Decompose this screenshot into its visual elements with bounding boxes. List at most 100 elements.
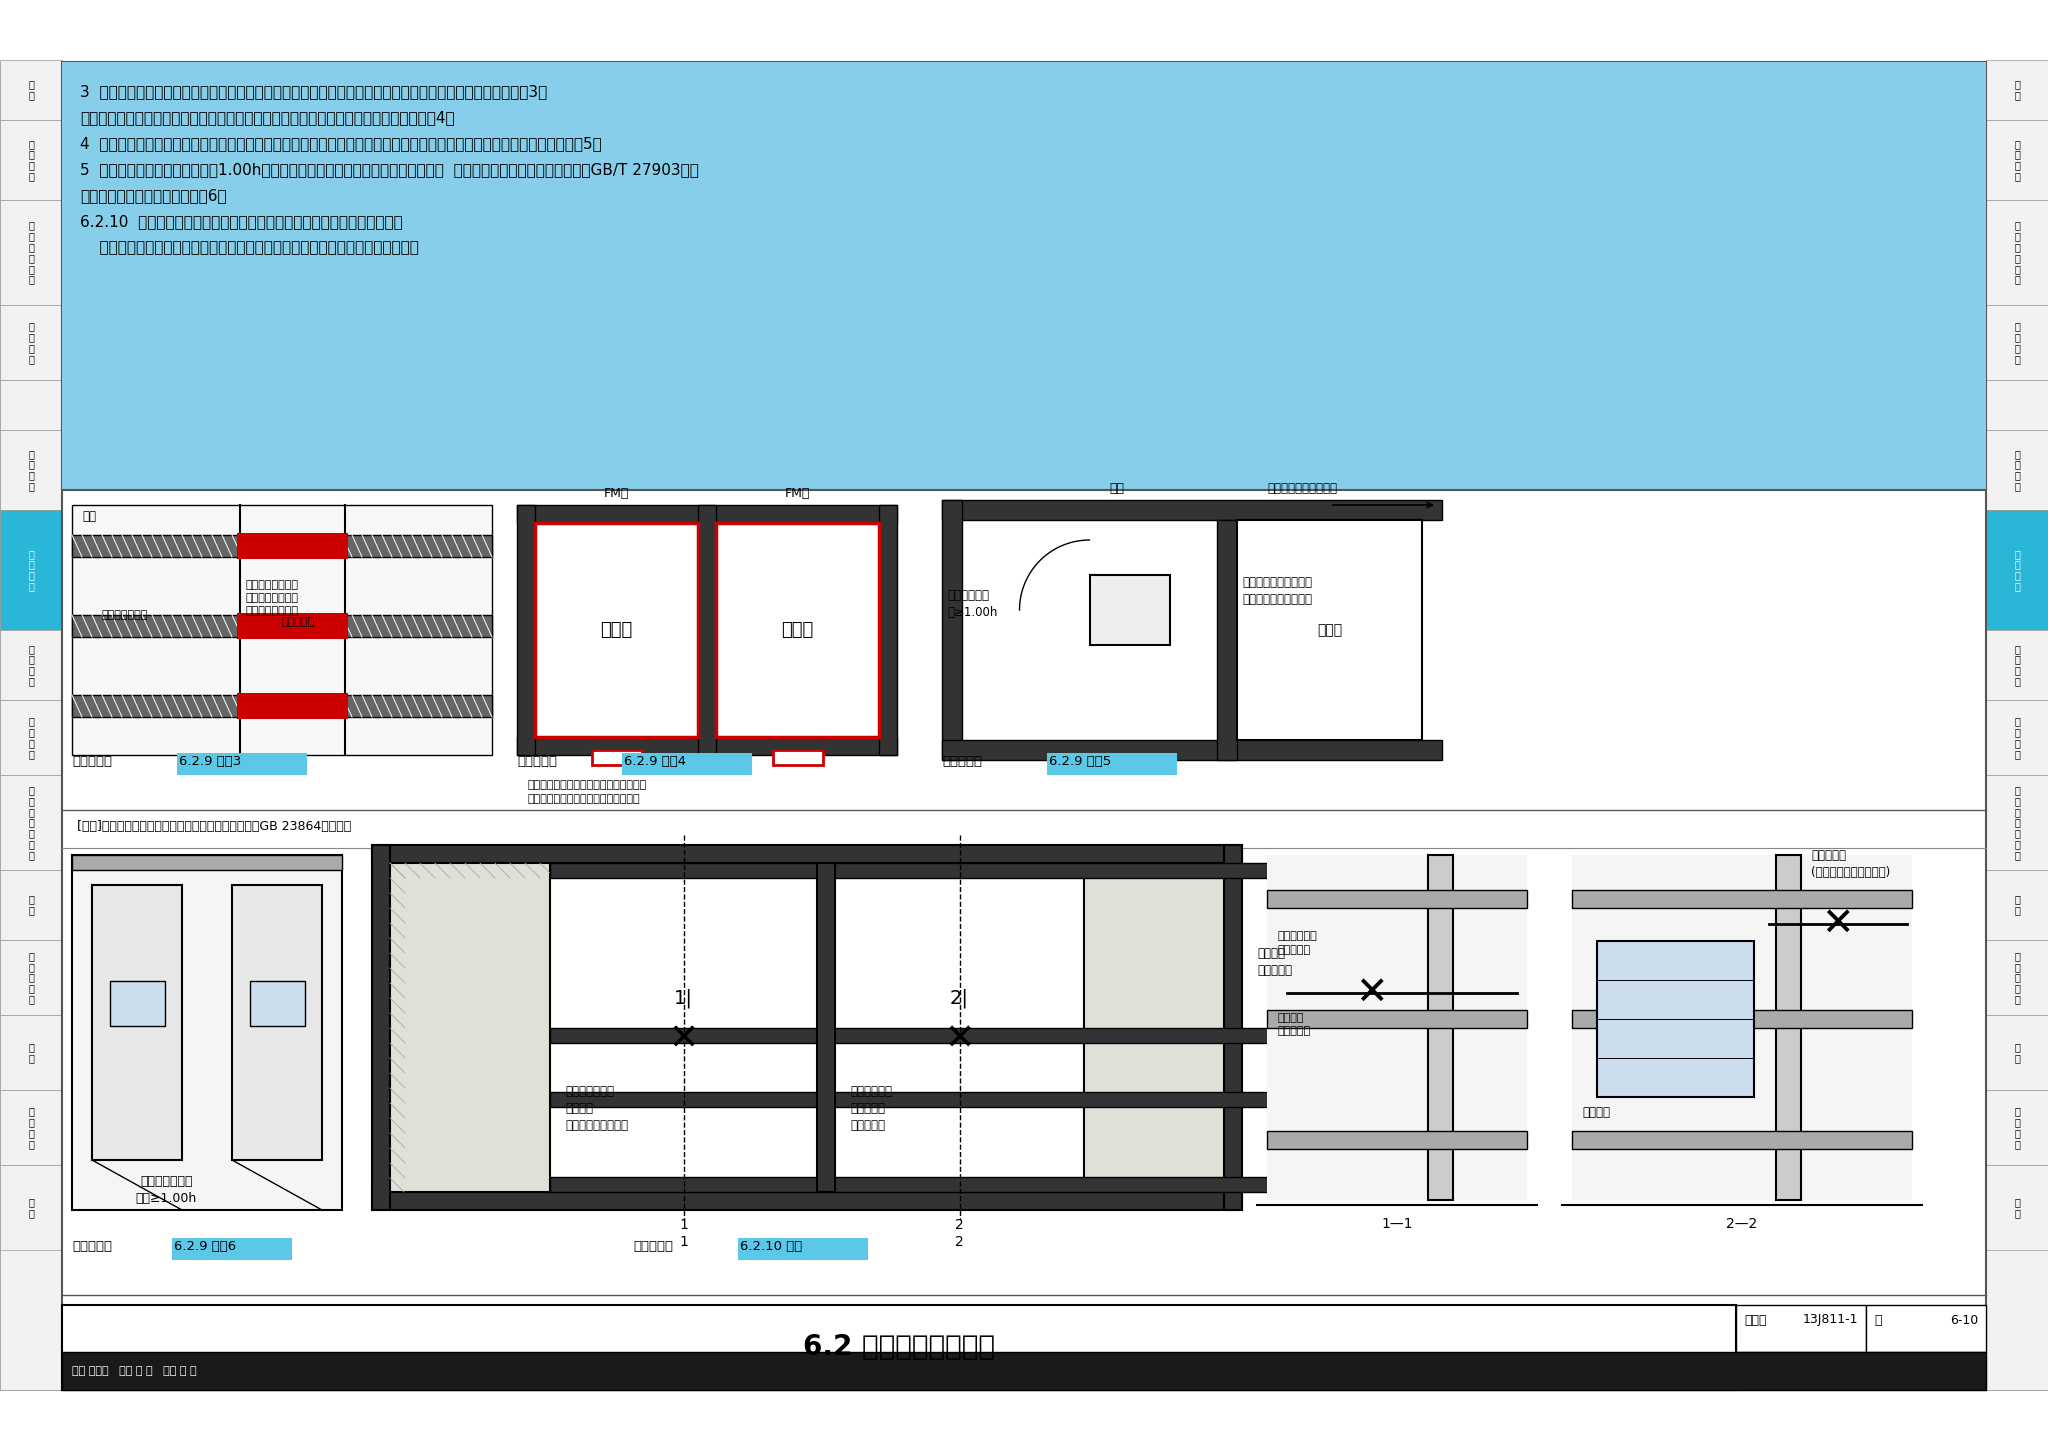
Text: 的完整性和隔热性要求。【图示6】: 的完整性和隔热性要求。【图示6】 <box>80 188 227 202</box>
Text: FM丙: FM丙 <box>784 486 811 499</box>
Bar <box>1987 871 2048 941</box>
Bar <box>1268 890 1528 907</box>
Bar <box>1987 941 2048 1015</box>
Text: 3  建筑内的电缆井、管道井应在每层楼板处采用不低于楼板耐火极限的不燃材料或防火封堵材料封堵。【图示3】: 3 建筑内的电缆井、管道井应在每层楼板处采用不低于楼板耐火极限的不燃材料或防火封… <box>80 84 547 99</box>
Text: 户外广告牌: 户外广告牌 <box>850 1118 885 1131</box>
Bar <box>551 1092 1475 1107</box>
Bar <box>72 695 492 716</box>
Bar <box>92 885 182 1160</box>
Text: 2|: 2| <box>950 989 969 1008</box>
Bar <box>1427 855 1454 1200</box>
Bar <box>1573 1010 1913 1028</box>
Text: 目
录: 目 录 <box>2013 80 2019 100</box>
Text: 建
筑
构
造: 建 筑 构 造 <box>29 549 35 591</box>
Bar <box>623 753 752 775</box>
Text: ✕: ✕ <box>668 1022 698 1057</box>
Text: 1: 1 <box>680 1219 688 1232</box>
Bar <box>0 63 61 1390</box>
Bar <box>551 1028 1475 1042</box>
Bar <box>1237 520 1421 740</box>
Text: 垃圾道: 垃圾道 <box>1317 623 1341 638</box>
Text: 交
通
隧
道: 交 通 隧 道 <box>2013 1107 2019 1149</box>
Text: 1: 1 <box>680 1235 688 1249</box>
Bar <box>0 1390 2048 1456</box>
Text: 6-10: 6-10 <box>1950 1313 1978 1326</box>
Bar <box>1573 1131 1913 1149</box>
Bar <box>373 844 1241 863</box>
Bar <box>1573 890 1913 907</box>
Text: 户外广告牌
(影响外部灭火救援行动): 户外广告牌 (影响外部灭火救援行动) <box>1810 849 1890 879</box>
Bar <box>535 523 698 737</box>
Text: ✕: ✕ <box>1821 906 1853 943</box>
Text: 井壁的耐火极
限≥1.00h: 井壁的耐火极 限≥1.00h <box>946 590 997 619</box>
Text: 垃圾斗应采用不燃材料
制作，并应能自行关闭: 垃圾斗应采用不燃材料 制作，并应能自行关闭 <box>1241 577 1313 606</box>
Bar <box>72 855 342 871</box>
Bar <box>0 630 61 700</box>
Text: 审核 蔡曙昀   校对 林 莉   设计 曹 奕: 审核 蔡曙昀 校对 林 莉 设计 曹 奕 <box>72 1366 197 1376</box>
Bar <box>1987 510 2048 630</box>
Text: 图集号: 图集号 <box>1745 1313 1767 1326</box>
Text: 附
录: 附 录 <box>29 1197 35 1217</box>
Bar <box>0 941 61 1015</box>
Text: 1|: 1| <box>674 989 692 1008</box>
Bar <box>1090 575 1169 645</box>
Text: 总
术
符
则
语
号: 总 术 符 则 语 号 <box>2013 220 2019 284</box>
Text: 外墙: 外墙 <box>1110 482 1124 495</box>
Bar <box>0 60 61 119</box>
Text: 灭
火
设
施: 灭 火 设 施 <box>2013 644 2019 686</box>
Bar <box>772 750 823 764</box>
Text: 6.2.9 图示4: 6.2.9 图示4 <box>625 756 686 767</box>
Text: 电
气: 电 气 <box>29 894 35 916</box>
Bar <box>1776 855 1800 1200</box>
Text: 灭
火
设
施: 灭 火 设 施 <box>29 644 35 686</box>
Bar <box>0 304 61 380</box>
Text: 民
用
建
筑: 民 用 建 筑 <box>2013 448 2019 491</box>
Bar <box>1268 1010 1528 1028</box>
Text: 页: 页 <box>1874 1313 1882 1326</box>
Bar <box>1987 630 2048 700</box>
Bar <box>1987 1165 2048 1251</box>
Bar <box>389 863 551 1192</box>
Text: 立面示意图: 立面示意图 <box>72 1241 113 1254</box>
Text: 平面示意图: 平面示意图 <box>516 756 557 767</box>
Bar <box>1225 844 1241 1210</box>
Bar <box>1987 63 2048 1390</box>
Bar <box>698 505 717 756</box>
Text: 消
防
设
施: 消 防 设 施 <box>2013 716 2019 759</box>
Bar <box>516 505 535 756</box>
Text: [注释]防火封堵材料应符合国家标准《防火封堵材料》GB 23864的要求。: [注释]防火封堵材料应符合国家标准《防火封堵材料》GB 23864的要求。 <box>78 820 352 833</box>
Bar <box>817 863 836 1192</box>
Text: 楼板: 楼板 <box>82 511 96 524</box>
Text: 排气口应直接开向室外: 排气口应直接开向室外 <box>1268 482 1337 495</box>
Text: 5  电梯层门的耐火极限不应低于1.00h，并应符合现行国家标准《电梯层门耐火试验  完整性、隔热性和热通量测定法》GB/T 27903规定: 5 电梯层门的耐火极限不应低于1.00h，并应符合现行国家标准《电梯层门耐火试验… <box>80 162 698 178</box>
Bar <box>717 523 879 737</box>
Text: 平面示意图: 平面示意图 <box>942 756 981 767</box>
Bar <box>72 855 342 1210</box>
Text: 编
制
说
明: 编 制 说 明 <box>29 138 35 181</box>
Text: 城
市: 城 市 <box>2013 1042 2019 1063</box>
Bar <box>61 1305 1737 1390</box>
Text: 平面示意图: 平面示意图 <box>633 1241 674 1254</box>
Bar <box>1268 1131 1528 1149</box>
Text: 有可燃、难燃
材料的墙体: 有可燃、难燃 材料的墙体 <box>850 1085 893 1115</box>
Bar <box>0 380 61 430</box>
Bar <box>72 534 492 558</box>
Text: 建筑内的电缆井、管道井与房间、走道等相连通的孔隙应采用防火封堵材料封堵；【图示4】: 建筑内的电缆井、管道井与房间、走道等相连通的孔隙应采用防火封堵材料封堵；【图示4… <box>80 111 455 125</box>
Text: 供
暖
、
空
调
节
风: 供 暖 、 空 调 节 风 <box>29 785 35 860</box>
Text: 管道井: 管道井 <box>600 622 633 639</box>
Text: 6.2.9 图示6: 6.2.9 图示6 <box>174 1241 236 1254</box>
Bar <box>373 1192 1241 1210</box>
Text: 1—1: 1—1 <box>1380 1217 1413 1230</box>
Text: 厂
和
仓
房: 厂 和 仓 房 <box>29 322 35 364</box>
Text: ✕: ✕ <box>944 1022 975 1057</box>
Text: 电缆井: 电缆井 <box>782 622 813 639</box>
Bar <box>0 1015 61 1091</box>
Bar <box>551 863 1475 878</box>
Bar <box>0 775 61 871</box>
Text: 2: 2 <box>954 1219 965 1232</box>
Text: 2—2: 2—2 <box>1726 1217 1757 1230</box>
Bar <box>0 700 61 775</box>
Bar <box>0 430 61 510</box>
Bar <box>373 844 389 1210</box>
Bar <box>72 505 492 756</box>
